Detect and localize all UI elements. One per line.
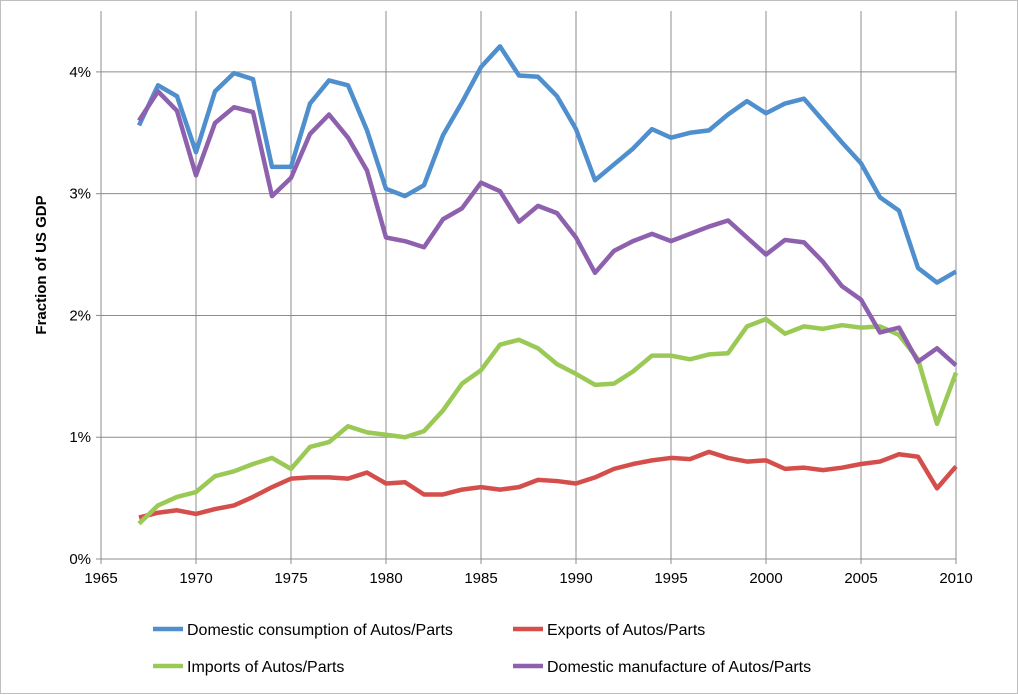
legend-label: Domestic consumption of Autos/Parts <box>187 622 453 639</box>
y-tick-label: 3% <box>69 186 91 203</box>
x-tick-label: 1975 <box>274 570 307 587</box>
axes: 0% 1% 2% 3% 4% 1965 1970 1975 1980 1985 1990 1995 20… <box>69 11 973 587</box>
x-tick-label: 1990 <box>559 570 592 587</box>
series-line-2[interactable] <box>138 449 958 520</box>
y-tick-label: 0% <box>69 551 91 568</box>
gridlines <box>101 11 957 559</box>
legend-item[interactable]: Imports of Autos/Parts <box>153 659 344 676</box>
series-line-1[interactable] <box>136 44 958 285</box>
series-lines <box>136 44 959 526</box>
x-tick-label: 1985 <box>464 570 497 587</box>
legend[interactable]: Domestic consumption of Autos/Parts Expor… <box>153 622 811 676</box>
y-tick-label: 4% <box>69 64 91 81</box>
series-line-3[interactable] <box>137 316 959 526</box>
y-tick-label: 1% <box>69 429 91 446</box>
series-line-4[interactable] <box>137 89 958 368</box>
y-tick-label: 2% <box>69 307 91 324</box>
legend-item[interactable]: Domestic manufacture of Autos/Parts <box>513 659 811 676</box>
x-tick-label: 1980 <box>369 570 402 587</box>
legend-item[interactable]: Domestic consumption of Autos/Parts <box>153 622 453 639</box>
legend-label: Domestic manufacture of Autos/Parts <box>547 659 811 676</box>
legend-label: Imports of Autos/Parts <box>187 659 344 676</box>
y-axis-label: Fraction of US GDP <box>33 195 50 334</box>
x-tick-label: 1970 <box>179 570 212 587</box>
x-tick-label: 2000 <box>749 570 782 587</box>
x-tick-label: 1995 <box>654 570 687 587</box>
x-tick-label: 1965 <box>84 570 117 587</box>
legend-label: Exports of Autos/Parts <box>547 622 705 639</box>
legend-item[interactable]: Exports of Autos/Parts <box>513 622 705 639</box>
x-tick-label: 2010 <box>939 570 972 587</box>
x-tick-label: 2005 <box>844 570 877 587</box>
